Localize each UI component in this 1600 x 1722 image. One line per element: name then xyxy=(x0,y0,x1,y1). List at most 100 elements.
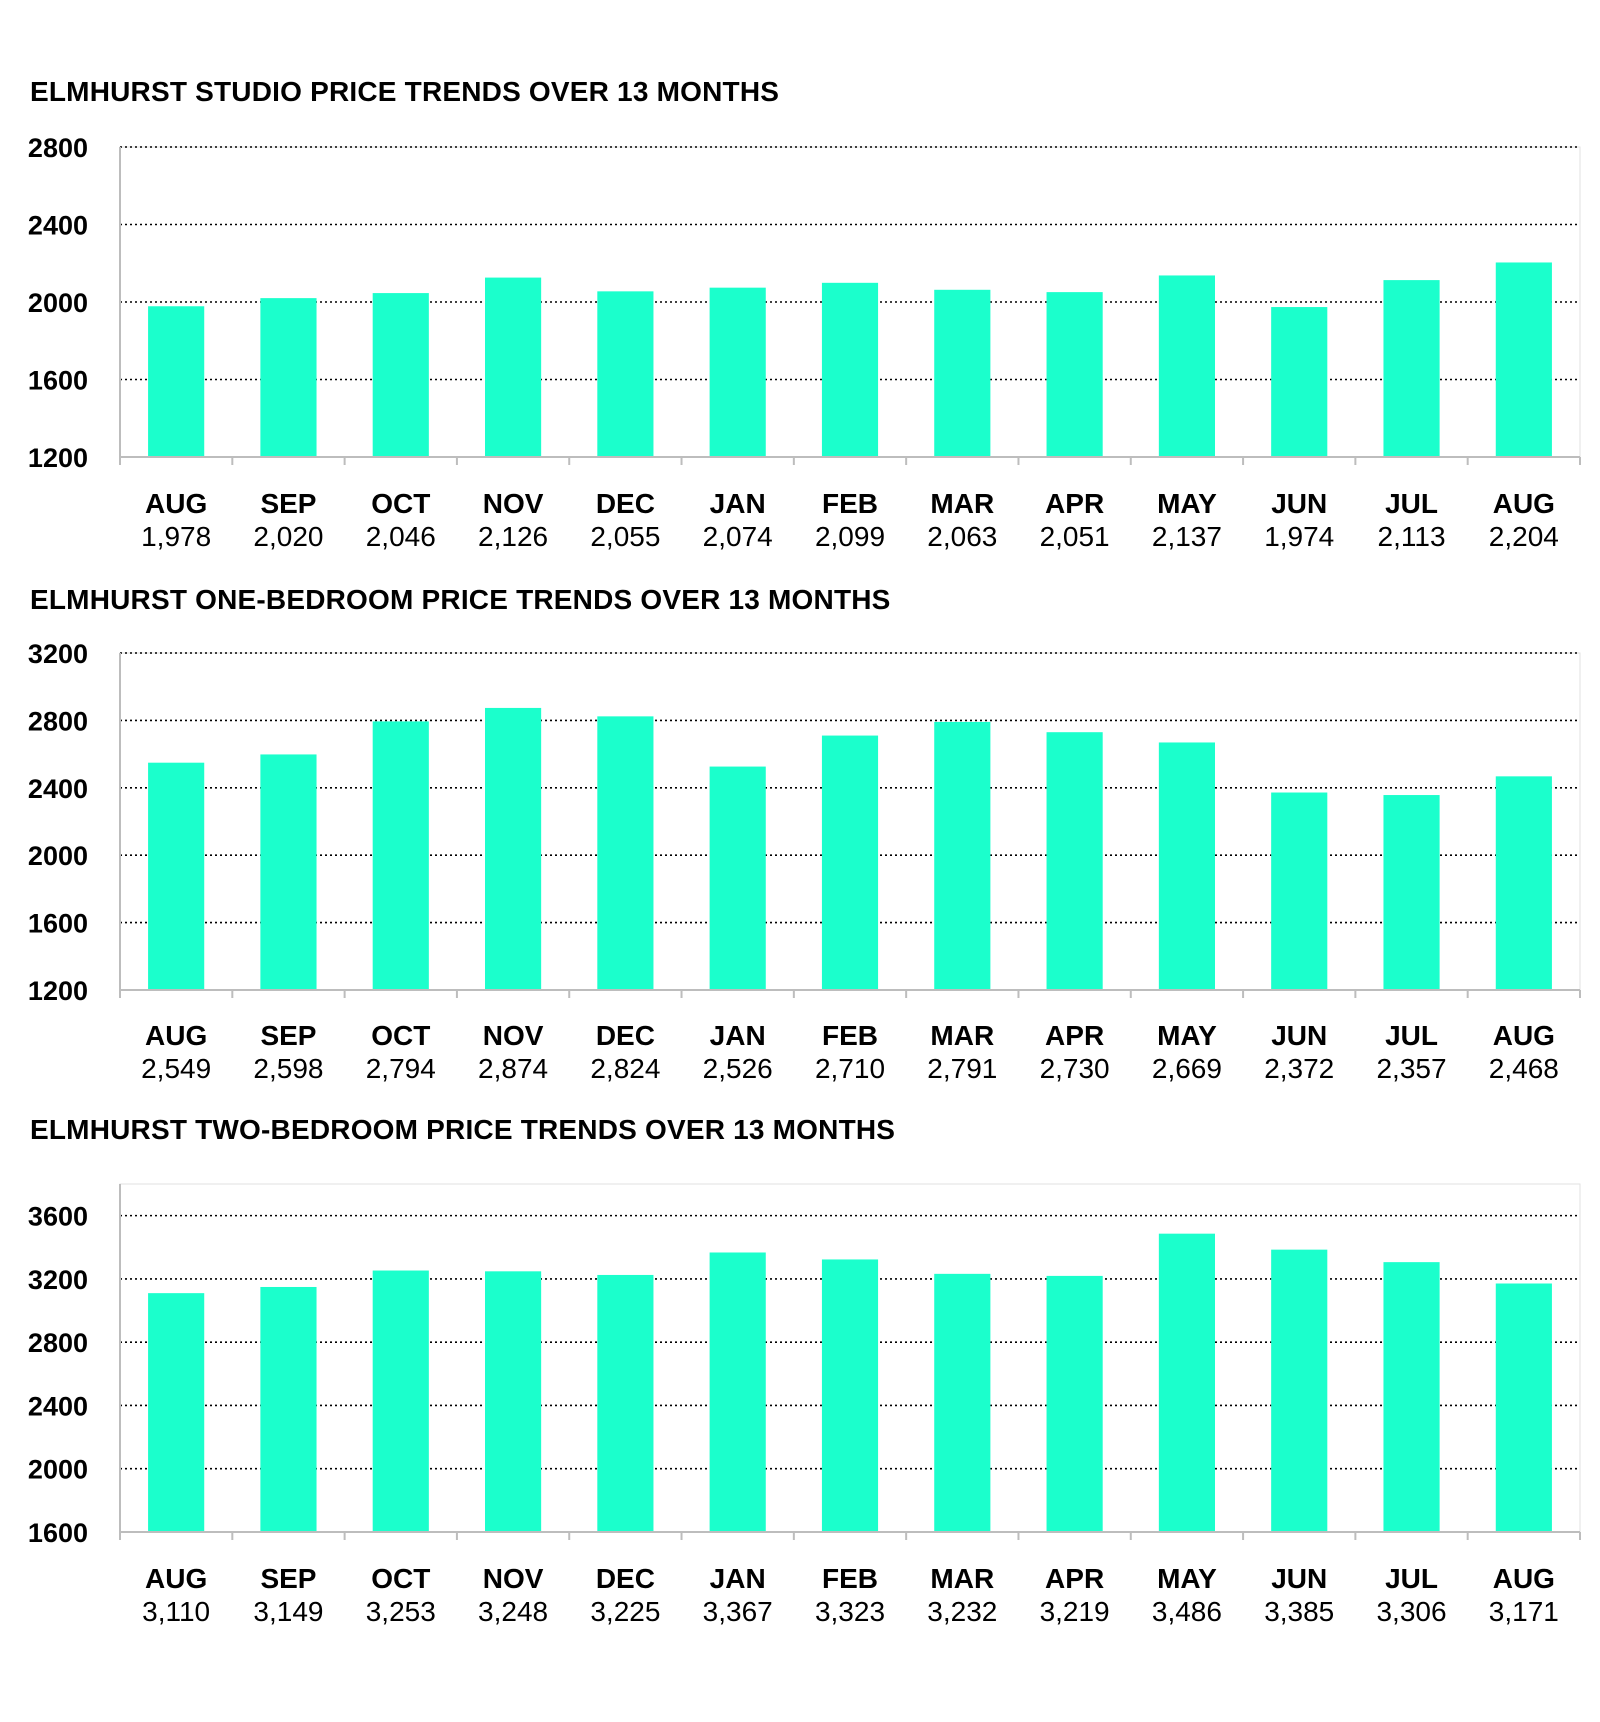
x-category-label: NOV xyxy=(483,488,544,519)
data-value-label: 2,730 xyxy=(1040,1053,1110,1084)
bar xyxy=(709,287,766,457)
bar xyxy=(148,306,205,457)
data-value-label: 2,526 xyxy=(703,1053,773,1084)
y-tick-label: 3600 xyxy=(28,1202,88,1232)
y-tick-label: 2800 xyxy=(28,1328,88,1358)
x-category-label: JUL xyxy=(1385,488,1438,519)
bar xyxy=(1383,1262,1440,1532)
data-value-label: 2,113 xyxy=(1378,521,1446,552)
x-category-label: OCT xyxy=(371,488,430,519)
data-value-label: 3,253 xyxy=(366,1596,436,1627)
x-category-label: NOV xyxy=(483,1563,544,1594)
chart-title: ELMHURST TWO-BEDROOM PRICE TRENDS OVER 1… xyxy=(30,1114,896,1145)
x-category-label: DEC xyxy=(596,1563,655,1594)
bar xyxy=(934,289,991,457)
bar xyxy=(1158,275,1215,457)
bar xyxy=(1495,1283,1552,1532)
bar xyxy=(934,721,991,990)
bar xyxy=(1046,292,1103,457)
x-category-label: JAN xyxy=(710,1020,766,1051)
x-category-label: AUG xyxy=(1493,1563,1555,1594)
y-tick-label: 2000 xyxy=(28,288,88,318)
data-value-label: 2,669 xyxy=(1152,1053,1222,1084)
bar xyxy=(709,766,766,990)
x-category-label: DEC xyxy=(596,488,655,519)
data-value-label: 2,357 xyxy=(1376,1053,1446,1084)
y-tick-label: 1600 xyxy=(28,1518,88,1548)
x-category-label: JUL xyxy=(1385,1563,1438,1594)
x-category-label: SEP xyxy=(260,1563,316,1594)
data-value-label: 2,791 xyxy=(927,1053,997,1084)
data-value-label: 2,099 xyxy=(815,521,885,552)
data-value-label: 2,020 xyxy=(253,521,323,552)
y-tick-label: 1200 xyxy=(28,443,88,473)
two-bedroom-chart-plot: 160020002400280032003600AUG3,110SEP3,149… xyxy=(28,1183,1581,1627)
bar xyxy=(148,1293,205,1532)
bar xyxy=(1271,1249,1328,1532)
bar xyxy=(485,707,542,990)
bar xyxy=(597,1274,654,1532)
x-category-label: MAY xyxy=(1157,1020,1217,1051)
x-category-label: APR xyxy=(1045,1563,1104,1594)
data-value-label: 3,219 xyxy=(1040,1596,1110,1627)
data-value-label: 2,051 xyxy=(1040,521,1110,552)
x-category-label: AUG xyxy=(145,488,207,519)
data-value-label: 2,710 xyxy=(815,1053,885,1084)
x-category-label: MAY xyxy=(1157,488,1217,519)
data-value-label: 2,794 xyxy=(366,1053,436,1084)
x-category-label: OCT xyxy=(371,1020,430,1051)
data-value-label: 1,978 xyxy=(141,521,211,552)
x-category-label: APR xyxy=(1045,488,1104,519)
y-tick-label: 2400 xyxy=(28,774,88,804)
bar xyxy=(1383,795,1440,990)
bar xyxy=(1158,742,1215,990)
y-tick-label: 3200 xyxy=(28,639,88,669)
x-category-label: SEP xyxy=(260,488,316,519)
bar xyxy=(1271,307,1328,457)
y-tick-label: 2800 xyxy=(28,133,88,163)
x-category-label: DEC xyxy=(596,1020,655,1051)
data-value-label: 2,074 xyxy=(703,521,773,552)
bar xyxy=(260,754,317,990)
bar xyxy=(260,298,317,457)
bar xyxy=(372,1270,429,1532)
data-value-label: 3,367 xyxy=(703,1596,773,1627)
bar xyxy=(372,721,429,990)
data-value-label: 1,974 xyxy=(1264,521,1334,552)
y-tick-label: 2400 xyxy=(28,1391,88,1421)
x-category-label: JUN xyxy=(1271,488,1327,519)
data-value-label: 3,306 xyxy=(1376,1596,1446,1627)
data-value-label: 3,171 xyxy=(1489,1596,1559,1627)
x-category-label: JAN xyxy=(710,1563,766,1594)
data-value-label: 3,232 xyxy=(927,1596,997,1627)
bar xyxy=(1271,792,1328,990)
data-value-label: 2,598 xyxy=(253,1053,323,1084)
y-tick-label: 2800 xyxy=(28,706,88,736)
data-value-label: 2,137 xyxy=(1152,521,1222,552)
bar xyxy=(934,1273,991,1532)
data-value-label: 2,874 xyxy=(478,1053,548,1084)
data-value-label: 2,126 xyxy=(478,521,548,552)
data-value-label: 3,110 xyxy=(142,1596,210,1627)
bar xyxy=(1158,1233,1215,1532)
data-value-label: 2,055 xyxy=(590,521,660,552)
data-value-label: 3,323 xyxy=(815,1596,885,1627)
x-category-label: JUN xyxy=(1271,1020,1327,1051)
chart-title: ELMHURST STUDIO PRICE TRENDS OVER 13 MON… xyxy=(30,76,780,107)
data-value-label: 3,486 xyxy=(1152,1596,1222,1627)
bar xyxy=(1046,732,1103,990)
data-value-label: 2,372 xyxy=(1264,1053,1334,1084)
bar xyxy=(485,277,542,457)
x-category-label: AUG xyxy=(1493,488,1555,519)
x-category-label: MAR xyxy=(930,1563,994,1594)
bar xyxy=(597,716,654,990)
x-category-label: MAY xyxy=(1157,1563,1217,1594)
data-value-label: 3,385 xyxy=(1264,1596,1334,1627)
bar xyxy=(1495,262,1552,457)
bar xyxy=(260,1286,317,1532)
studio-chart-plot: 12001600200024002800AUG1,978SEP2,020OCT2… xyxy=(28,133,1581,552)
x-category-label: NOV xyxy=(483,1020,544,1051)
x-category-label: OCT xyxy=(371,1563,430,1594)
x-category-label: JAN xyxy=(710,488,766,519)
y-tick-label: 2400 xyxy=(28,211,88,241)
